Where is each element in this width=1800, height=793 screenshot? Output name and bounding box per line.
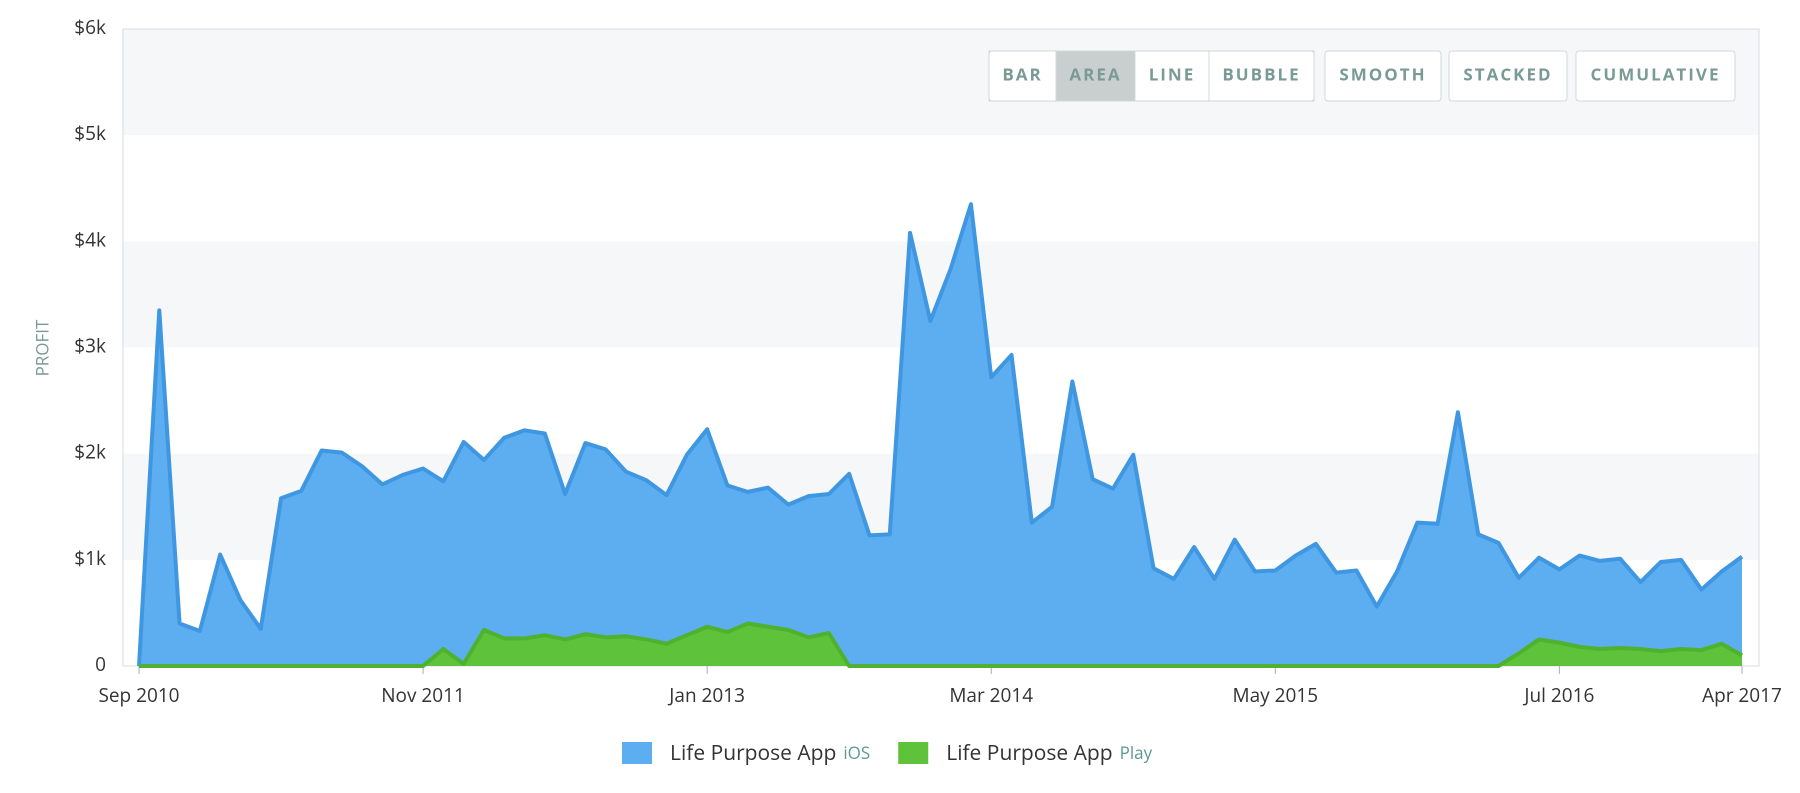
toolbar-label: SMOOTH — [1339, 63, 1426, 86]
legend-label: Life Purpose App Play — [946, 739, 1152, 767]
legend-swatch — [622, 742, 652, 764]
x-tick-label: May 2015 — [1233, 682, 1319, 708]
y-tick-label: $1k — [74, 545, 106, 571]
x-tick-label: Mar 2014 — [949, 682, 1033, 708]
toolbar-button[interactable] — [1575, 50, 1736, 102]
y-tick-label: $2k — [74, 439, 106, 465]
y-axis-label: PROFIT — [31, 319, 54, 376]
toolbar-label: CUMULATIVE — [1591, 63, 1721, 86]
legend-name: Life Purpose App — [670, 739, 836, 767]
area — [139, 623, 1742, 666]
toolbar-button[interactable] — [1324, 50, 1442, 102]
area — [139, 204, 1742, 667]
y-tick-label: 0 — [95, 651, 106, 677]
x-tick-label: Nov 2011 — [381, 682, 465, 708]
line — [139, 621, 1743, 668]
legend-swatch — [898, 742, 929, 764]
y-tick-label: $4k — [74, 226, 106, 252]
toolbar-label: AREA — [1069, 63, 1121, 86]
legend-tag: Play — [1120, 741, 1153, 764]
toolbar-label: LINE — [1149, 63, 1196, 86]
toolbar-label: BUBBLE — [1222, 63, 1300, 86]
y-tick-label: $3k — [74, 333, 106, 359]
toolbar-group-border — [988, 50, 1315, 102]
toolbar-label: STACKED — [1463, 63, 1552, 86]
legend-name: Life Purpose App — [946, 739, 1112, 767]
y-tick-label: $5k — [74, 120, 106, 146]
toolbar-label: BAR — [1002, 63, 1042, 86]
legend-tag: iOS — [843, 741, 870, 764]
x-tick-label: Jan 2013 — [667, 682, 745, 708]
legend-label: Life Purpose App iOS — [670, 739, 870, 767]
toolbar-button[interactable] — [1448, 50, 1568, 102]
y-tick-label: $6k — [74, 14, 106, 40]
line — [137, 202, 1744, 667]
x-tick-label: Jul 2016 — [1522, 682, 1594, 708]
toolbar-button — [1208, 50, 1315, 102]
x-tick-label: Sep 2010 — [98, 682, 179, 708]
x-tick-label: Apr 2017 — [1702, 682, 1782, 708]
